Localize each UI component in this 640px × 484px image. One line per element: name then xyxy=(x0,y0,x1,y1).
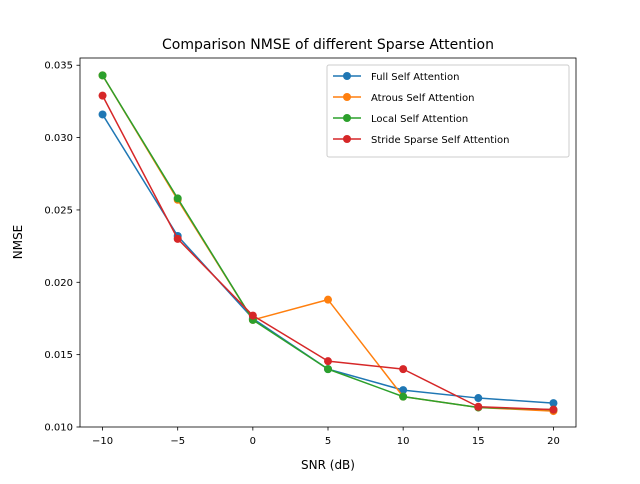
data-point-3-5 xyxy=(474,402,483,411)
x-tick-label-4: 10 xyxy=(397,436,410,447)
y-axis-label: NMSE xyxy=(11,225,25,260)
legend-label-3: Stride Sparse Self Attention xyxy=(371,135,509,146)
data-point-3-3 xyxy=(324,357,332,366)
legend: Full Self Attention Atrous Self Attention… xyxy=(326,64,570,158)
legend-marker-1 xyxy=(343,93,351,101)
y-tick-label-5: 0.035 xyxy=(44,61,73,72)
x-tick-label-2: 0 xyxy=(250,436,256,447)
x-tick-label-6: 20 xyxy=(547,436,560,447)
legend-marker-0 xyxy=(343,72,351,80)
data-point-2-3 xyxy=(324,365,332,374)
axes: −10 −5 0 5 10 15 20 0.010 0.015 0.020 0.025 0.030 0.… xyxy=(44,57,577,447)
data-point-0-5 xyxy=(474,394,483,403)
legend-label-0: Full Self Attention xyxy=(371,72,459,83)
data-point-3-1 xyxy=(173,234,182,243)
data-point-0-0 xyxy=(98,110,107,119)
x-tick-label-5: 15 xyxy=(472,436,485,447)
data-point-1-3 xyxy=(324,295,332,304)
y-tick-label-0: 0.010 xyxy=(44,423,73,434)
x-tick-label-0: −10 xyxy=(92,436,113,447)
data-point-3-4 xyxy=(399,365,408,374)
x-tick-label-3: 5 xyxy=(325,436,331,447)
y-tick-label-1: 0.015 xyxy=(44,350,73,361)
data-point-0-4 xyxy=(399,386,408,395)
legend-label-2: Local Self Attention xyxy=(371,114,468,125)
y-tick-label-4: 0.030 xyxy=(44,133,73,144)
x-tick-label-1: −5 xyxy=(170,436,185,447)
data-point-3-6 xyxy=(549,405,558,414)
plot-area xyxy=(98,71,558,416)
legend-marker-2 xyxy=(343,114,351,122)
chart-title: Comparison NMSE of different Sparse Atte… xyxy=(162,37,494,53)
data-point-0-6 xyxy=(549,399,558,408)
legend-label-1: Atrous Self Attention xyxy=(371,93,474,104)
data-point-3-0 xyxy=(98,91,107,100)
y-tick-label-3: 0.025 xyxy=(44,205,73,216)
x-axis-label: SNR (dB) xyxy=(301,458,355,472)
data-point-3-2 xyxy=(248,311,257,320)
y-tick-label-2: 0.020 xyxy=(44,278,73,289)
data-point-2-0 xyxy=(98,71,107,80)
data-point-2-1 xyxy=(173,194,182,203)
legend-box xyxy=(326,64,570,158)
legend-marker-3 xyxy=(343,135,351,143)
data-point-2-4 xyxy=(399,392,408,401)
